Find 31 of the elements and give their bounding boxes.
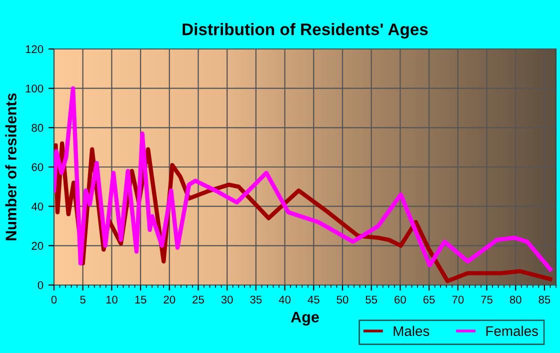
- chart-title: Distribution of Residents' Ages: [182, 23, 428, 39]
- y-tick-label: 60: [32, 163, 44, 172]
- x-tick-label: 15: [135, 296, 146, 304]
- x-tick-label: 40: [278, 296, 291, 304]
- y-axis-title: Number of residents: [5, 93, 16, 240]
- x-tick-label: 5: [80, 296, 86, 304]
- x-tick-label: 85: [538, 296, 550, 304]
- line-series: [54, 86, 552, 272]
- y-tick-label: 80: [32, 124, 44, 132]
- x-tick-label: 35: [250, 296, 262, 304]
- x-tick-label: 80: [510, 296, 522, 304]
- x-tick-label: 65: [423, 296, 435, 304]
- y-tick-label: 40: [31, 202, 44, 210]
- x-tick-label: 70: [452, 296, 464, 304]
- x-tick-label: 60: [394, 296, 406, 304]
- y-tick-label: 0: [38, 281, 44, 290]
- legend-label: Females: [486, 326, 538, 336]
- x-tick-label: 25: [192, 296, 204, 304]
- x-tick-label: 30: [221, 296, 233, 304]
- y-tick-label: 100: [26, 84, 44, 92]
- y-tick-label: 120: [26, 45, 44, 54]
- x-tick-label: 0: [51, 296, 57, 304]
- x-tick-label: 20: [164, 296, 176, 304]
- x-axis-title: Age: [290, 312, 319, 326]
- legend-label: Males: [394, 326, 430, 336]
- x-tick-label: 75: [481, 296, 492, 304]
- x-tick-label: 10: [106, 296, 118, 304]
- x-tick-label: 45: [308, 296, 320, 304]
- y-tick-label: 20: [32, 242, 44, 250]
- x-tick-label: 55: [366, 296, 378, 304]
- x-tick-label: 50: [336, 296, 348, 304]
